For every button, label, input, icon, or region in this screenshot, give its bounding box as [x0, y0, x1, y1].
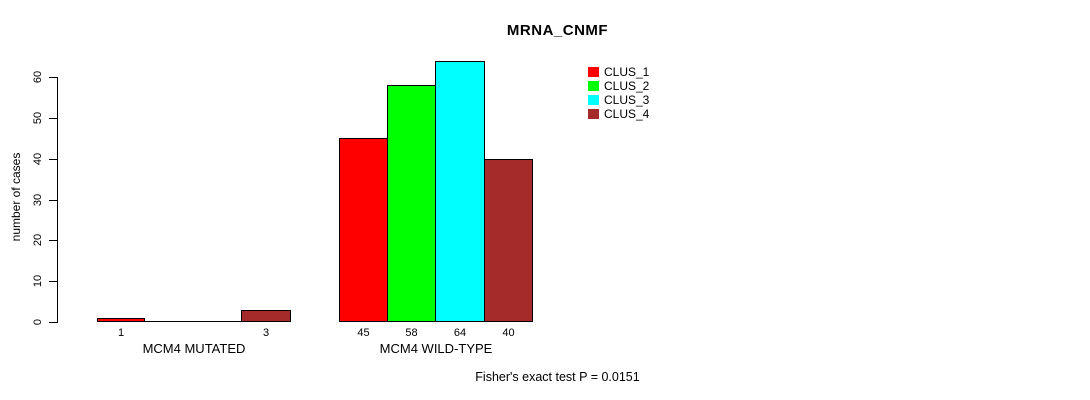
bar-value-label: 45 — [357, 327, 370, 339]
y-tick-label: 40 — [32, 152, 44, 166]
group-label: MCM4 WILD-TYPE — [379, 341, 493, 356]
legend-swatch-icon — [588, 67, 599, 77]
legend: CLUS_1 CLUS_2 CLUS_3 CLUS_4 — [588, 65, 649, 121]
legend-label: CLUS_2 — [604, 79, 650, 93]
y-tick-label: 10 — [32, 274, 44, 288]
bar-value-label: 58 — [405, 327, 418, 339]
legend-label: CLUS_1 — [604, 65, 650, 79]
legend-item: CLUS_2 — [588, 79, 649, 93]
y-axis-tick — [49, 322, 57, 323]
y-axis-tick — [49, 118, 57, 119]
y-axis-tick — [49, 159, 57, 160]
y-axis-tick — [49, 200, 57, 201]
bar-value-label: 1 — [117, 327, 125, 339]
y-axis-tick — [49, 281, 57, 282]
y-tick-label: 20 — [32, 233, 44, 247]
y-axis-tick — [49, 240, 57, 241]
bar-value-label: 3 — [262, 327, 270, 339]
legend-swatch-icon — [588, 109, 599, 119]
legend-swatch-icon — [588, 95, 599, 105]
y-tick-label: 30 — [32, 193, 44, 207]
bar-CLUS_4 — [241, 310, 291, 322]
y-axis-line — [57, 77, 58, 323]
legend-swatch-icon — [588, 81, 599, 91]
bar-CLUS_1 — [339, 138, 388, 322]
y-tick-label: 0 — [32, 318, 44, 326]
bar-CLUS_3-zero — [193, 321, 242, 322]
legend-item: CLUS_1 — [588, 65, 649, 79]
bar-CLUS_2 — [387, 85, 436, 322]
bar-CLUS_1 — [97, 318, 145, 322]
bar-value-label: 64 — [453, 327, 467, 339]
legend-label: CLUS_3 — [604, 93, 650, 107]
legend-item: CLUS_3 — [588, 93, 649, 107]
footnote-fisher-test: Fisher's exact test P = 0.0151 — [475, 370, 640, 384]
y-axis-label: number of cases — [9, 152, 23, 242]
y-axis-tick — [49, 77, 57, 78]
bar-CLUS_3 — [435, 61, 485, 322]
legend-item: CLUS_4 — [588, 107, 649, 121]
y-tick-label: 60 — [32, 70, 44, 84]
bar-value-label: 40 — [502, 327, 515, 339]
bar-CLUS_4 — [484, 159, 533, 322]
legend-label: CLUS_4 — [604, 107, 650, 121]
chart-title: MRNA_CNMF — [506, 22, 609, 39]
group-label: MCM4 MUTATED — [142, 341, 246, 356]
y-tick-label: 50 — [32, 111, 44, 125]
bar-CLUS_2-zero — [144, 321, 194, 322]
